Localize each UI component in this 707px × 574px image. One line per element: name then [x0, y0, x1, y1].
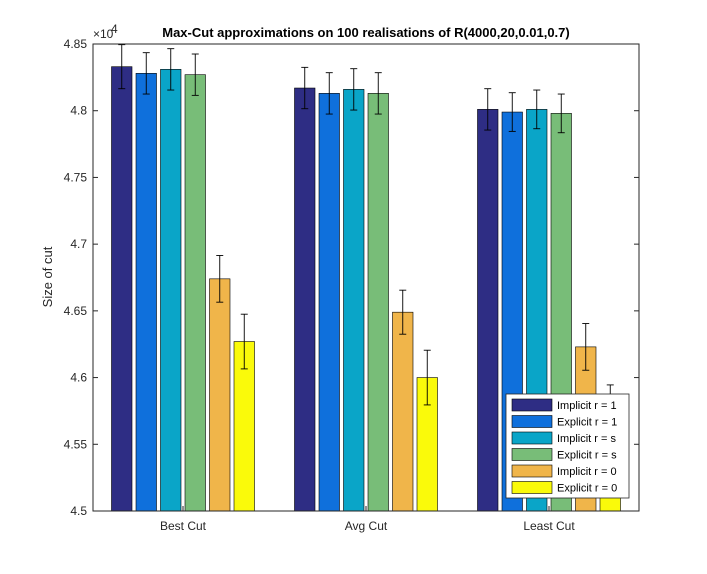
y-tick-label: 4.7	[70, 237, 87, 251]
chart-title: Max-Cut approximations on 100 realisatio…	[162, 25, 569, 40]
bar	[184, 74, 206, 512]
y-tick-label: 4.85	[64, 37, 88, 51]
legend-entry-label: Explicit r = 1	[557, 417, 617, 429]
legend-entry-label: Implicit r = s	[557, 433, 616, 445]
legend-swatch	[511, 398, 553, 412]
bars-layer	[111, 66, 621, 512]
legend-swatch	[511, 464, 553, 478]
bar	[343, 89, 365, 512]
y-axis-exponent-base: ×10	[93, 27, 114, 41]
x-axis: Best Cut Avg Cut Least Cut	[160, 506, 575, 533]
y-tick-label: 4.75	[64, 170, 88, 184]
bar	[318, 93, 340, 512]
y-tick-label: 4.5	[70, 504, 87, 518]
bar	[294, 87, 316, 512]
legend-entry-label: Implicit r = 0	[557, 466, 617, 478]
y-axis-label: Size of cut	[40, 246, 55, 307]
legend-entry-label: Implicit r = 1	[557, 400, 617, 412]
y-axis: 4.5 4.55 4.6 4.65 4.7 4.75 4.8 4.85	[64, 37, 639, 518]
legend: Implicit r = 1 Explicit r = 1 Implicit r =…	[505, 393, 630, 499]
y-tick-label: 4.65	[64, 304, 88, 318]
legend-swatch	[511, 431, 553, 445]
bar	[477, 109, 499, 512]
x-tick-label: Least Cut	[523, 519, 575, 533]
bar	[367, 93, 389, 512]
legend-box	[505, 393, 630, 499]
bar	[160, 69, 182, 512]
legend-swatch	[511, 481, 553, 494]
y-axis-exponent-power: 4	[111, 22, 118, 36]
x-tick-label: Best Cut	[160, 519, 207, 533]
legend-entry-label: Explicit r = s	[557, 450, 617, 462]
bar	[111, 66, 133, 512]
y-tick-label: 4.8	[70, 104, 87, 118]
x-tick-label: Avg Cut	[345, 519, 388, 533]
legend-swatch	[511, 415, 553, 428]
y-tick-label: 4.55	[64, 437, 88, 451]
bar	[209, 278, 231, 512]
legend-swatch	[511, 448, 553, 461]
bar	[135, 73, 157, 512]
y-tick-label: 4.6	[70, 371, 87, 385]
bar	[392, 311, 414, 512]
legend-entry-label: Explicit r = 0	[557, 483, 617, 495]
